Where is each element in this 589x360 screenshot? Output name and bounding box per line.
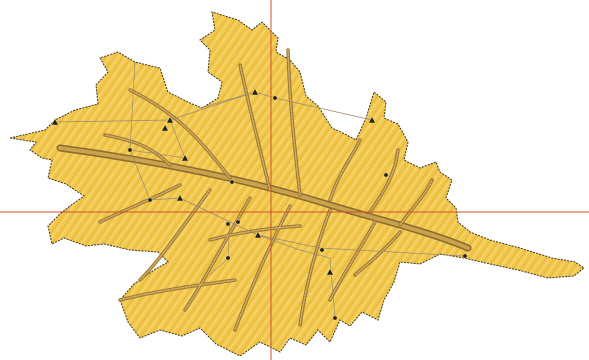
triangle-node-icon[interactable] (160, 123, 170, 132)
triangle-node-icon[interactable] (175, 193, 185, 202)
travel-path (179, 197, 336, 319)
branch-vein-stitch (329, 221, 376, 301)
triangle-node-icon[interactable] (253, 230, 263, 239)
branch-vein-stitch (234, 205, 291, 331)
triangle-node-icon[interactable] (325, 267, 335, 276)
main-vein-inner (58, 146, 470, 250)
travel-path (257, 234, 466, 257)
circle-node-icon[interactable] (319, 247, 325, 253)
circle-node-icon[interactable] (225, 255, 231, 261)
branch-vein-stitch (299, 209, 331, 326)
triangle-node-icon[interactable] (250, 87, 260, 96)
circle-node-icon[interactable] (235, 219, 241, 225)
circle-node-icon[interactable] (272, 95, 278, 101)
branch-vein-stitch (139, 189, 211, 281)
travel-path (129, 61, 136, 151)
triangle-node-icon[interactable] (180, 153, 190, 162)
circle-node-icon[interactable] (462, 253, 468, 259)
branch-vein-stitch (239, 64, 271, 191)
branch-vein-stitch (329, 139, 361, 201)
circle-node-icon[interactable] (147, 197, 153, 203)
circle-node-icon[interactable] (383, 172, 389, 178)
branch-vein-stitch (104, 134, 171, 166)
branch-vein-stitch (369, 149, 399, 213)
branch-vein-stitch (354, 231, 401, 276)
circle-node-icon[interactable] (229, 179, 235, 185)
branch-vein-stitch (129, 89, 231, 179)
branch-vein-stitch (119, 279, 236, 301)
triangle-node-icon[interactable] (165, 115, 175, 124)
stitch-nodes[interactable] (50, 87, 468, 321)
travel-path (199, 91, 256, 109)
branch-vein-stitch (99, 184, 181, 223)
circle-node-icon[interactable] (127, 147, 133, 153)
branch-vein-stitch (209, 225, 301, 241)
triangle-node-icon[interactable] (50, 117, 60, 126)
leaf-shape[interactable] (9, 11, 585, 357)
circle-node-icon[interactable] (332, 315, 338, 321)
triangle-node-icon[interactable] (367, 115, 377, 124)
branch-vein-stitch (287, 49, 301, 196)
circle-node-icon[interactable] (225, 221, 231, 227)
branch-vein-stitch (399, 179, 433, 226)
leaf-veins[interactable] (56, 144, 472, 252)
